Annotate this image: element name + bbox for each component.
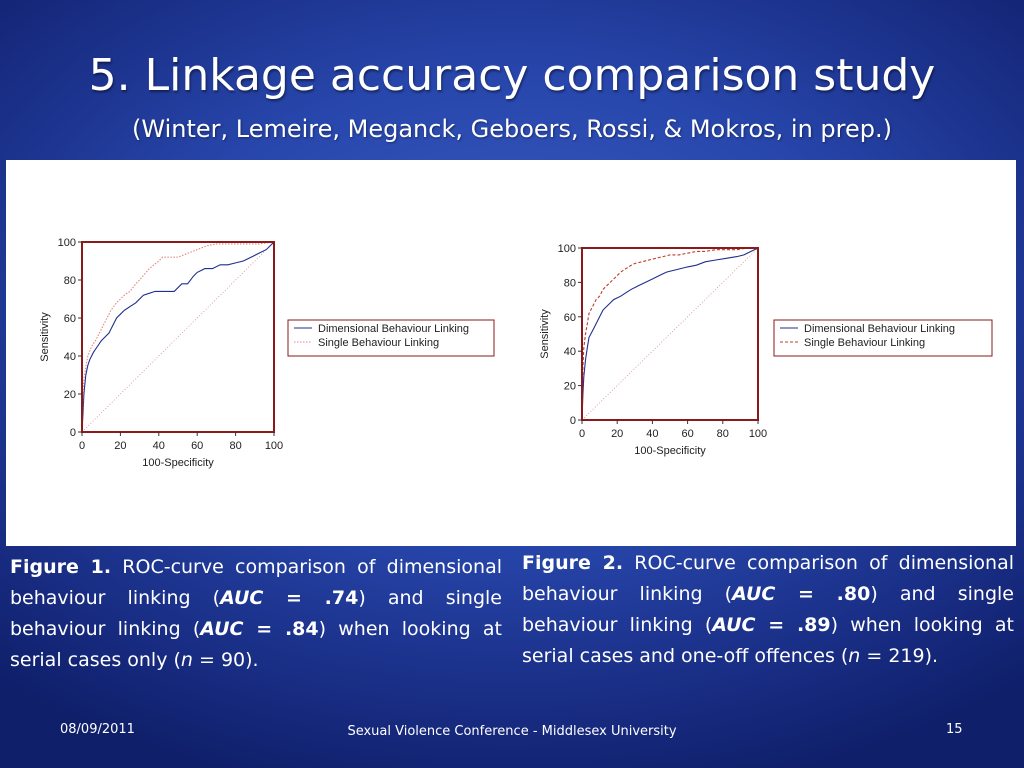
caption-1-text-c: ) when looking at serial cases only ( [10,618,502,671]
footer-page-number: 15 [946,722,963,737]
x-axis-label: 100-Specificity [142,457,214,469]
legend-box [773,319,993,357]
y-axis-label: Sensitivity [539,309,551,359]
figure-panel: 0 20 40 60 80 100 0 20 40 60 80 100 100-Specificity S… [6,160,1016,546]
roc-chart-2-svg: 0 20 40 60 80 100 0 20 40 60 80 100 100-Specificity S… [539,243,993,457]
caption-2-text-a: ROC-curve comparison of dimensional beha… [522,552,1014,605]
x-tick-label: 60 [681,428,693,440]
x-axis-label: 100-Specificity [634,445,706,457]
caption-2-auc2-label: AUC [712,614,756,636]
legend-entry: Single Behaviour Linking [804,337,925,349]
caption-2-text-b: ) and single behaviour linking ( [522,583,1014,636]
y-tick-label: 0 [70,427,76,439]
y-tick-label: 40 [64,351,76,363]
plot-frame [81,241,275,433]
y-tick-label: 60 [564,312,576,324]
caption-1-n-label: n [180,649,193,671]
figure-1-label: Figure 1. [10,556,112,578]
x-tick-label: 100 [749,428,767,440]
caption-1-n-value: = 90). [192,649,259,671]
caption-2-n-value: = 219). [860,645,939,667]
figure-1-caption: Figure 1. ROC-curve comparison of dimens… [10,552,502,676]
caption-2-n-label: n [848,645,861,667]
legend-entry: Dimensional Behaviour Linking [804,323,955,335]
series-line-single [581,247,758,421]
figure-2-caption: Figure 2. ROC-curve comparison of dimens… [522,548,1014,672]
x-tick-label: 80 [717,428,729,440]
x-tick-label: 0 [579,428,585,440]
y-tick-label: 100 [58,237,76,249]
series-line-single [81,241,275,433]
x-tick-label: 80 [229,440,241,452]
series-line-dimensional [81,241,275,433]
slide-title: 5. Linkage accuracy comparison study [88,50,936,101]
y-tick-label: 80 [564,277,576,289]
caption-2-text-c: ) when looking at serial cases and one-o… [522,614,1014,667]
x-tick-label: 60 [191,440,203,452]
slide-subtitle: (Winter, Lemeire, Meganck, Geboers, Ross… [132,115,892,143]
footer-conference: Sexual Violence Conference - Middlesex U… [347,724,677,739]
roc-chart-1-svg: 0 20 40 60 80 100 0 20 40 60 80 100 100-Specificity S… [39,237,495,469]
x-tick-label: 40 [646,428,658,440]
footer-date: 08/09/2011 [60,722,135,737]
caption-1-text-a: ROC-curve comparison of dimensional beha… [10,556,502,609]
roc-chart-figure-2: 0 20 40 60 80 100 0 20 40 60 80 100 100-Specificity S… [522,160,1012,480]
y-tick-label: 0 [570,415,576,427]
x-tick-label: 40 [153,440,165,452]
legend-entry: Dimensional Behaviour Linking [318,323,469,335]
y-axis-label: Sensitivity [39,312,51,362]
y-tick-label: 20 [564,381,576,393]
caption-2-auc-value: = .80 [798,583,871,605]
x-tick-label: 20 [114,440,126,452]
caption-1-auc-label: AUC [220,587,264,609]
plot-frame [581,247,759,421]
caption-1-auc2-label: AUC [200,618,244,640]
x-tick-label: 0 [79,440,85,452]
roc-chart-figure-1: 0 20 40 60 80 100 0 20 40 60 80 100 100-Specificity S… [26,160,506,490]
y-tick-label: 100 [558,243,576,255]
legend-box [287,319,495,357]
y-tick-label: 20 [64,389,76,401]
caption-1-auc-value: = .74 [286,587,359,609]
series-line-dimensional [581,247,759,421]
caption-2-auc-label: AUC [732,583,776,605]
y-tick-label: 40 [564,346,576,358]
legend-entry: Single Behaviour Linking [318,337,439,349]
reference-diagonal [81,241,275,433]
caption-1-text-b: ) and single behaviour linking ( [10,587,502,640]
x-tick-label: 100 [265,440,283,452]
caption-1-auc2-value: = .84 [256,618,319,640]
x-tick-label: 20 [611,428,623,440]
reference-diagonal [581,247,759,421]
y-tick-label: 80 [64,275,76,287]
caption-2-auc2-value: = .89 [768,614,831,636]
figure-2-label: Figure 2. [522,552,624,574]
y-tick-label: 60 [64,313,76,325]
